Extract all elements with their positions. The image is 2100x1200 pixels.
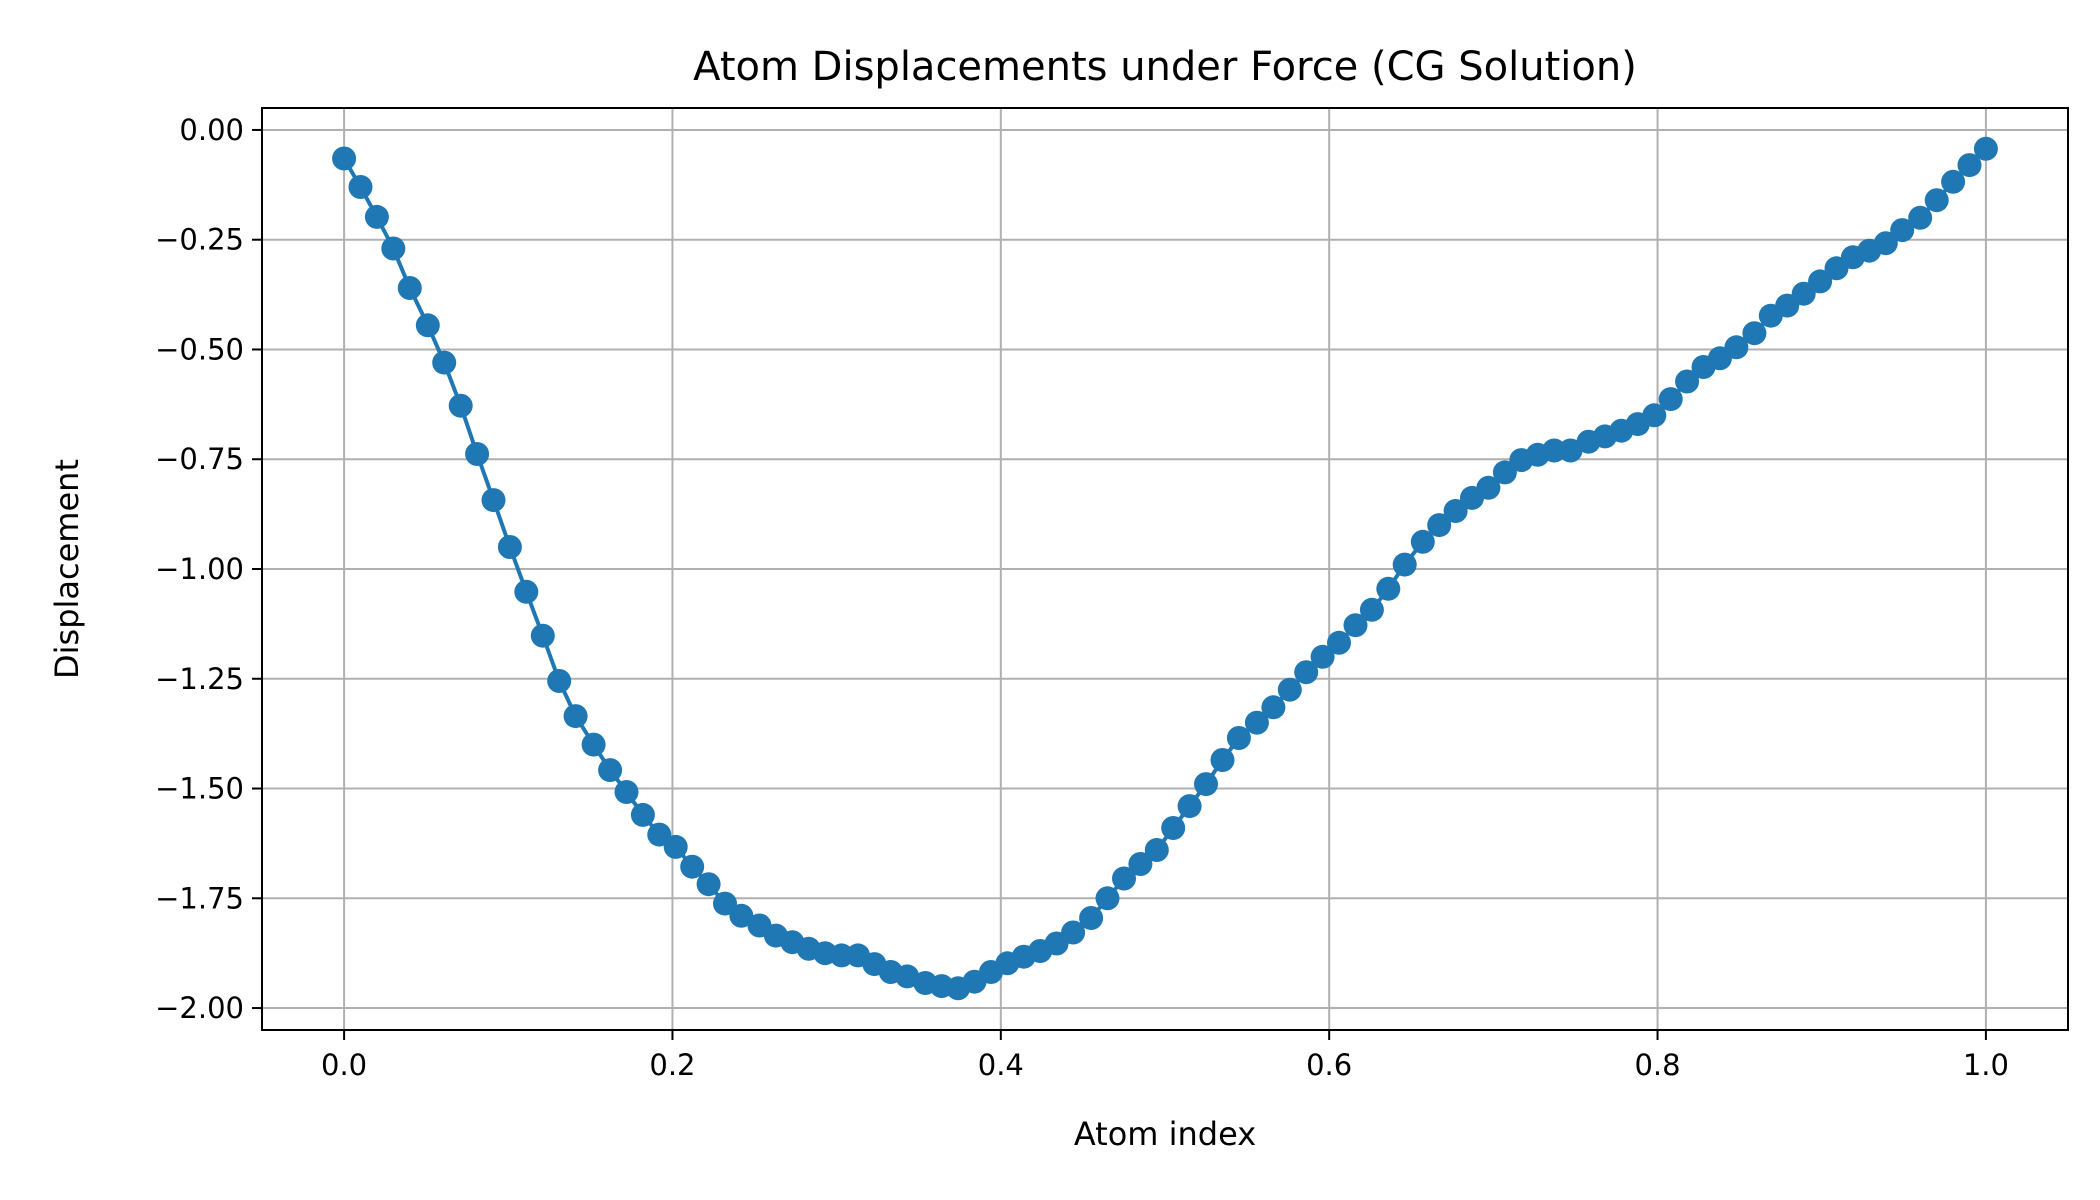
data-point bbox=[448, 393, 473, 418]
data-point bbox=[630, 802, 655, 827]
x-tick-label: 0.2 bbox=[649, 1048, 695, 1082]
data-point bbox=[1095, 886, 1120, 911]
y-tick-label: −2.00 bbox=[155, 991, 244, 1025]
data-point bbox=[1161, 816, 1186, 840]
data-point bbox=[381, 236, 406, 261]
y-tick-label: −0.50 bbox=[155, 332, 244, 366]
data-point bbox=[1410, 529, 1435, 554]
data-point bbox=[1492, 460, 1517, 485]
data-point bbox=[1079, 906, 1104, 930]
y-tick-label: −0.75 bbox=[155, 442, 244, 476]
y-tick-label: −1.00 bbox=[155, 552, 244, 586]
data-point bbox=[1061, 920, 1086, 945]
data-point bbox=[1210, 748, 1235, 772]
data-point bbox=[1791, 281, 1816, 306]
data-point bbox=[432, 350, 457, 375]
data-point bbox=[1359, 597, 1384, 622]
x-tick-label: 0.0 bbox=[321, 1048, 367, 1082]
series-layer bbox=[332, 136, 1998, 1001]
data-point bbox=[1226, 726, 1251, 750]
data-point bbox=[1277, 677, 1302, 702]
data-point bbox=[663, 834, 688, 859]
data-point bbox=[1957, 153, 1982, 178]
data-point bbox=[1658, 387, 1683, 412]
data-point bbox=[598, 758, 623, 783]
data-point bbox=[547, 669, 572, 693]
data-point bbox=[1775, 293, 1800, 318]
data-point bbox=[1177, 794, 1202, 819]
data-point bbox=[829, 943, 854, 968]
data-point bbox=[1327, 630, 1351, 655]
data-point bbox=[1973, 136, 1998, 161]
data-point bbox=[614, 780, 639, 804]
data-point bbox=[1941, 169, 1966, 194]
y-tick-label: −1.75 bbox=[155, 881, 244, 915]
data-point bbox=[1310, 644, 1335, 669]
data-point bbox=[1144, 838, 1169, 862]
data-point bbox=[1908, 205, 1933, 230]
x-axis-title: Atom index bbox=[1074, 1115, 1256, 1153]
data-point bbox=[713, 891, 737, 916]
data-point bbox=[1742, 321, 1767, 346]
y-tick-label: −0.25 bbox=[155, 223, 244, 257]
data-point bbox=[364, 204, 389, 229]
data-point bbox=[563, 704, 588, 729]
data-point bbox=[895, 964, 920, 989]
data-point bbox=[1261, 695, 1286, 720]
data-point bbox=[1558, 438, 1583, 463]
data-point bbox=[1194, 772, 1218, 797]
y-tick-label: −1.50 bbox=[155, 772, 244, 806]
x-tick-label: 0.6 bbox=[1306, 1048, 1352, 1082]
chart-title: Atom Displacements under Force (CG Solut… bbox=[693, 44, 1637, 90]
data-point bbox=[348, 175, 373, 199]
data-point bbox=[581, 732, 606, 757]
data-point bbox=[481, 488, 506, 513]
data-point bbox=[497, 535, 522, 559]
data-point bbox=[465, 442, 490, 466]
x-tick-label: 0.8 bbox=[1634, 1048, 1680, 1082]
data-point bbox=[1112, 866, 1136, 891]
data-point bbox=[696, 872, 721, 897]
x-axis: 0.0 0.2 0.4 0.6 0.8 1.0 bbox=[321, 1030, 2009, 1082]
data-point bbox=[1873, 231, 1898, 256]
data-point bbox=[1476, 475, 1501, 500]
data-point bbox=[1392, 552, 1417, 577]
data-point bbox=[1244, 710, 1269, 735]
data-point bbox=[1376, 576, 1401, 601]
data-point bbox=[647, 822, 672, 847]
data-point bbox=[1128, 852, 1153, 876]
data-point bbox=[680, 854, 705, 879]
data-point bbox=[514, 579, 539, 604]
data-point bbox=[332, 146, 357, 171]
data-point bbox=[1542, 438, 1567, 463]
y-axis: 0.00 −0.25 −0.50 −0.75 −1.00 −1.25 −1.50 −1.75 −… bbox=[155, 113, 262, 1025]
data-point bbox=[1294, 660, 1319, 685]
y-tick-label: −1.25 bbox=[155, 662, 244, 696]
data-point bbox=[729, 903, 754, 928]
y-tick-label: 0.00 bbox=[179, 113, 244, 147]
data-point bbox=[1642, 403, 1667, 428]
data-point bbox=[1890, 218, 1915, 243]
x-tick-label: 1.0 bbox=[1963, 1048, 2009, 1082]
data-point bbox=[1343, 613, 1368, 638]
data-point bbox=[1427, 513, 1452, 538]
data-point bbox=[1808, 269, 1833, 294]
data-point bbox=[1724, 335, 1749, 360]
data-point bbox=[530, 623, 555, 648]
data-point bbox=[1443, 499, 1468, 523]
data-point bbox=[397, 276, 422, 300]
data-point bbox=[1675, 369, 1700, 394]
data-point bbox=[1924, 188, 1949, 213]
y-axis-title: Displacement bbox=[48, 459, 86, 679]
x-tick-label: 0.4 bbox=[978, 1048, 1024, 1082]
data-point bbox=[415, 313, 440, 338]
